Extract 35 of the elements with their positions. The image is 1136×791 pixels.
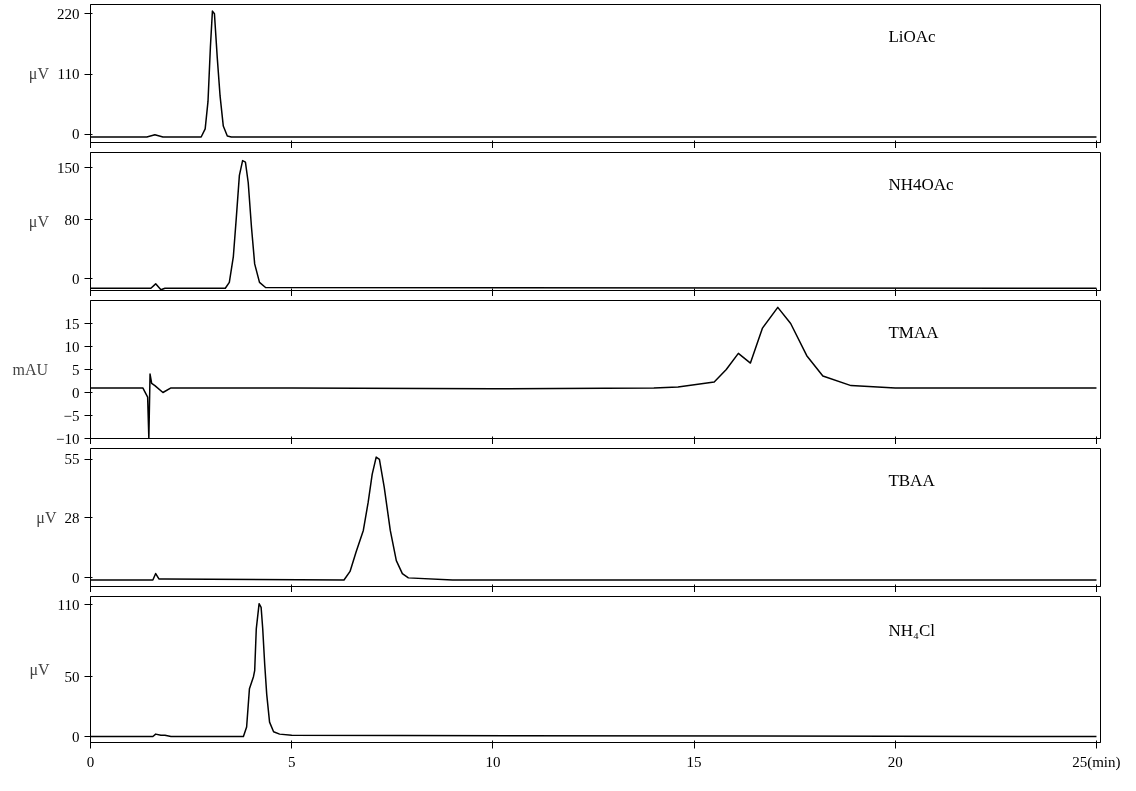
y-tick-label: 110	[57, 596, 80, 613]
y-axis-title: μV	[28, 65, 50, 83]
y-tick-label: 15	[64, 315, 80, 332]
y-tick-label: −10	[56, 430, 80, 447]
y-axis-title: μV	[36, 509, 57, 527]
y-tick-label: 0	[72, 270, 80, 287]
x-tick-label: 5	[287, 753, 296, 770]
y-tick-label: 150	[57, 160, 80, 176]
y-tick-label: 10	[64, 338, 80, 355]
y-tick-label: 0	[72, 126, 80, 143]
annotation: TBAA	[888, 470, 936, 490]
y-tick-label: 0	[72, 384, 80, 401]
x-tick-label: 0	[86, 753, 95, 770]
y-tick-label: 55	[64, 451, 80, 468]
y-tick-label: 5	[72, 361, 80, 378]
y-axis-title: μV	[29, 661, 50, 679]
annotation: NH₄Cl	[888, 621, 936, 641]
y-tick-label: 0	[72, 728, 80, 745]
y-axis-title: mAU	[12, 361, 49, 378]
y-tick-label: −5	[63, 407, 80, 424]
x-tick-label: 15	[686, 753, 702, 770]
x-tick-label: 10	[485, 753, 501, 770]
y-tick-label: 80	[64, 211, 80, 228]
y-axis-title: μV	[28, 213, 50, 231]
y-tick-label: 0	[72, 569, 80, 586]
y-tick-label: 50	[64, 668, 80, 685]
y-tick-label: 220	[57, 5, 80, 22]
annotation: NH4OAc	[888, 174, 955, 194]
annotation: TMAA	[888, 322, 940, 342]
line-series	[90, 306, 1098, 439]
annotation: LiOAc	[888, 26, 937, 46]
y-tick-label: 28	[64, 509, 80, 526]
y-tick-label: 110	[57, 66, 80, 83]
x-tick-label: 20	[887, 753, 903, 770]
x-tick-label: 25(min)	[1072, 753, 1121, 771]
